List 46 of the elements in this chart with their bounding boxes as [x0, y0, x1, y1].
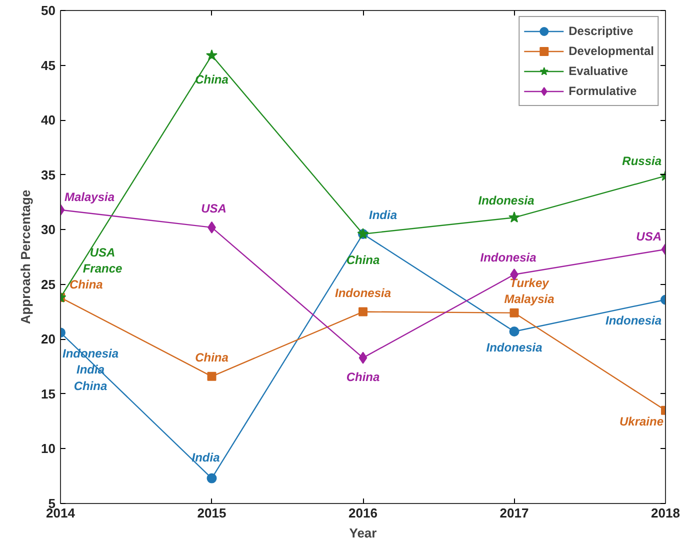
- point: [206, 473, 217, 484]
- data-label: China: [346, 252, 380, 267]
- x-tick-label: 2017: [500, 506, 529, 520]
- y-tick-label: 45: [41, 58, 56, 73]
- y-tick-label: 35: [41, 167, 56, 182]
- point: [510, 308, 519, 318]
- y-tick-label: 30: [41, 222, 56, 238]
- data-label: Malaysia: [64, 190, 115, 204]
- point: [358, 352, 368, 364]
- data-label: China: [195, 350, 229, 364]
- point: [206, 49, 218, 60]
- data-label: Ukraine: [619, 414, 664, 428]
- legend-label: Formulative: [568, 84, 637, 98]
- point: [358, 307, 368, 316]
- data-label: Indonesia: [486, 340, 543, 354]
- x-tick-label: 2016: [348, 506, 378, 520]
- data-label: China: [346, 370, 380, 384]
- data-label: Indonesia: [605, 314, 662, 328]
- y-tick-label: 15: [41, 386, 56, 402]
- y-tick-label: 20: [41, 332, 56, 347]
- data-label: Indonesia: [480, 250, 537, 265]
- point: [207, 372, 216, 381]
- legend-label: Evaluative: [568, 64, 628, 78]
- legend-label: Descriptive: [568, 24, 634, 38]
- x-tick-label: 2018: [651, 506, 680, 520]
- data-label: Indonesia: [478, 194, 535, 208]
- data-label: Turkey Malaysia: [504, 276, 555, 306]
- y-axis-title: Approach Percentage: [18, 190, 34, 324]
- y-tick-label: 40: [41, 112, 56, 128]
- y-tick-label: 50: [41, 3, 56, 18]
- x-tick-label: 2015: [197, 506, 226, 520]
- data-label: China: [70, 278, 104, 292]
- data-label: Russia: [622, 154, 662, 168]
- legend-label: Developmental: [568, 44, 654, 58]
- data-label: USA France: [82, 245, 122, 276]
- data-label: Indonesia: [334, 286, 392, 300]
- point: [508, 212, 520, 223]
- data-label: India: [192, 450, 220, 464]
- y-tick-label: 25: [41, 276, 56, 292]
- data-label: USA: [201, 201, 226, 216]
- x-axis-title: Year: [349, 526, 377, 540]
- point: [509, 326, 520, 336]
- data-label: USA: [636, 229, 662, 244]
- y-tick-label: 10: [41, 441, 56, 456]
- data-label: China: [195, 72, 229, 86]
- data-label: India: [369, 208, 398, 222]
